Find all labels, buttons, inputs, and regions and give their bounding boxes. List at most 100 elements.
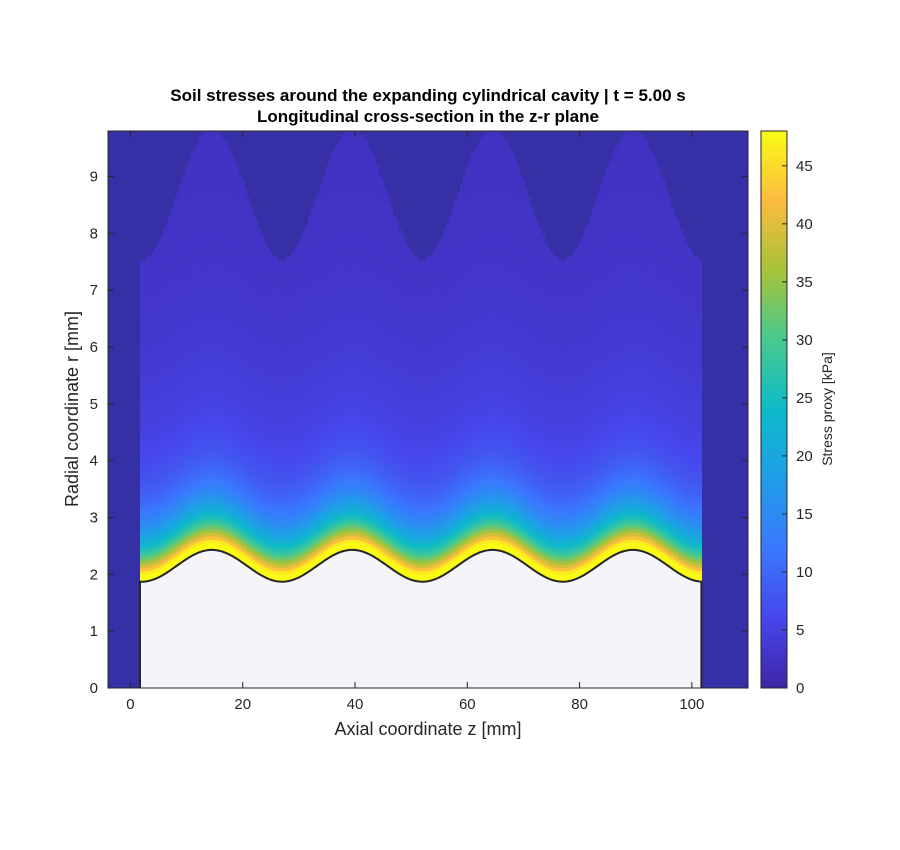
stress-cell	[204, 498, 208, 503]
stress-cell	[140, 540, 144, 545]
stress-cell	[159, 500, 164, 505]
stress-cell	[210, 470, 214, 475]
stress-cell	[224, 276, 228, 281]
stress-cell	[224, 456, 228, 461]
stress-cell	[221, 370, 225, 375]
stress-cell	[154, 377, 158, 382]
stress-cell	[257, 229, 262, 234]
stress-cell	[204, 321, 208, 326]
stress-cell	[201, 509, 206, 514]
stress-cell	[148, 430, 152, 435]
stress-cell	[198, 230, 203, 235]
stress-cell	[168, 242, 172, 247]
stress-cell	[151, 330, 155, 335]
stress-cell	[193, 226, 197, 231]
stress-cell	[156, 416, 161, 421]
stress-cell	[196, 545, 200, 550]
stress-cell	[159, 462, 164, 467]
stress-cell	[170, 394, 175, 399]
stress-cell	[207, 474, 211, 479]
stress-cell	[198, 254, 203, 259]
stress-cell	[140, 315, 144, 320]
stress-cell	[193, 373, 197, 378]
stress-cell	[196, 310, 200, 315]
stress-cell	[168, 328, 172, 333]
stress-cell	[207, 430, 211, 435]
stress-cell	[218, 407, 223, 412]
stress-cell	[221, 302, 225, 307]
stress-cell	[165, 367, 169, 372]
stress-cell	[148, 266, 152, 271]
stress-cell	[196, 443, 200, 448]
stress-cell	[168, 536, 172, 541]
stress-cell	[184, 439, 189, 444]
stress-cell	[184, 527, 189, 532]
stress-cell	[184, 449, 189, 454]
stress-cell	[159, 261, 164, 266]
stress-cell	[196, 375, 200, 380]
stress-cell	[218, 304, 223, 309]
stress-cell	[165, 336, 169, 341]
stress-cell	[142, 291, 147, 296]
stress-cell	[162, 355, 166, 360]
stress-cell	[198, 510, 203, 515]
stress-cell	[187, 222, 192, 227]
stress-cell	[207, 307, 211, 312]
stress-cell	[215, 328, 220, 333]
stress-cell	[179, 228, 183, 233]
stress-cell	[159, 517, 164, 522]
stress-cell	[229, 541, 234, 546]
stress-cell	[165, 398, 169, 403]
stress-cell	[210, 133, 214, 138]
stress-cell	[148, 518, 152, 523]
stress-cell	[229, 551, 234, 556]
stress-cell	[207, 201, 211, 206]
stress-cell	[182, 540, 186, 545]
stress-cell	[215, 447, 220, 452]
stress-cell	[210, 273, 214, 278]
stress-cell	[196, 184, 200, 189]
stress-cell	[151, 316, 155, 321]
stress-cell	[190, 408, 194, 413]
stress-cell	[170, 520, 175, 525]
stress-cell	[196, 150, 200, 155]
stress-cell	[198, 445, 203, 450]
stress-cell	[210, 433, 214, 438]
stress-cell	[162, 560, 166, 565]
stress-cell	[170, 435, 175, 440]
stress-cell	[201, 189, 206, 194]
stress-cell	[173, 515, 178, 520]
stress-cell	[187, 352, 192, 357]
stress-cell	[151, 347, 155, 352]
stress-cell	[215, 171, 220, 176]
stress-cell	[176, 516, 180, 521]
stress-cell	[196, 317, 200, 322]
stress-cell	[176, 342, 180, 347]
stress-cell	[179, 463, 183, 468]
stress-cell	[140, 564, 144, 569]
stress-cell	[187, 273, 192, 278]
stress-cell	[227, 181, 231, 186]
stress-cell	[221, 421, 225, 426]
stress-cell	[215, 143, 220, 148]
stress-cell	[170, 319, 175, 324]
stress-cell	[196, 484, 200, 489]
stress-cell	[193, 267, 197, 272]
stress-cell	[140, 362, 144, 367]
stress-cell	[182, 202, 186, 207]
stress-cell	[190, 159, 194, 164]
stress-cell	[218, 431, 223, 436]
stress-cell	[156, 423, 161, 428]
stress-cell	[215, 437, 220, 442]
stress-cell	[176, 451, 180, 456]
stress-cell	[162, 301, 166, 306]
stress-cell	[140, 349, 144, 354]
stress-cell	[182, 543, 186, 548]
stress-cell	[210, 276, 214, 281]
stress-cell	[159, 370, 164, 375]
stress-cell	[227, 164, 231, 169]
stress-cell	[227, 529, 231, 534]
stress-cell	[176, 537, 180, 542]
stress-cell	[210, 351, 214, 356]
stress-cell	[168, 382, 172, 387]
